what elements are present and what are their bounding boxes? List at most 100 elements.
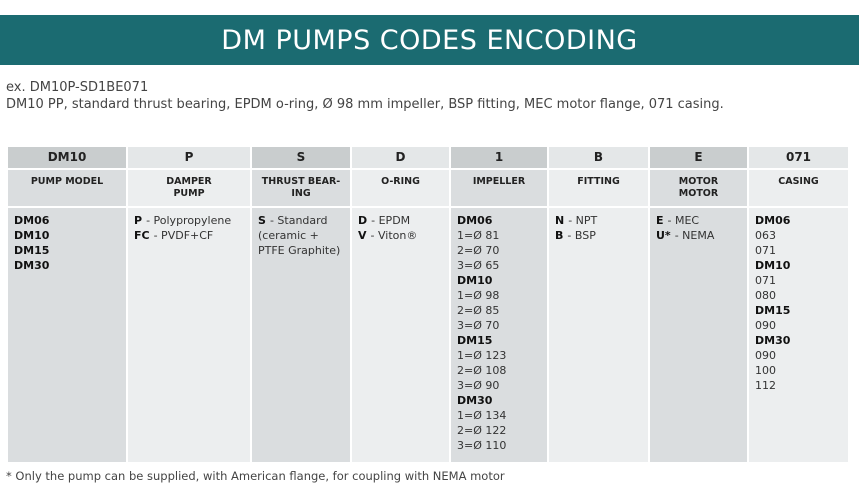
meaning: - Standard bbox=[269, 214, 328, 227]
meaning: 063 bbox=[755, 229, 776, 242]
column-body: P- Polypropylene FC - PVDF+CF bbox=[128, 208, 250, 462]
column-code: B bbox=[549, 147, 648, 168]
meaning: - EPDM bbox=[371, 214, 411, 227]
label-line: ING bbox=[291, 188, 311, 199]
code: DM06 bbox=[755, 214, 791, 227]
body-line: (ceramic + bbox=[258, 228, 350, 243]
meaning: 1=Ø 123 bbox=[457, 349, 507, 362]
body-line: B- BSP bbox=[555, 228, 648, 243]
body-line: 063 bbox=[755, 228, 848, 243]
meaning: - BSP bbox=[567, 229, 596, 242]
label-line: PUMP bbox=[173, 188, 205, 199]
column-label: IMPELLER bbox=[451, 170, 547, 206]
body-line: 3=Ø 65 bbox=[457, 258, 547, 273]
meaning: 071 bbox=[755, 274, 776, 287]
meaning: - MEC bbox=[667, 214, 700, 227]
meaning: 2=Ø 70 bbox=[457, 244, 500, 257]
title: DM PUMPS CODES ENCODING bbox=[221, 25, 638, 56]
body-line: DM15 bbox=[457, 333, 547, 348]
label-line: PUMP MODEL bbox=[30, 176, 104, 187]
meaning: 1=Ø 134 bbox=[457, 409, 507, 422]
body-line: V- Viton® bbox=[358, 228, 449, 243]
code: DM30 bbox=[457, 394, 493, 407]
column-label: THRUST BEAR- ING bbox=[252, 170, 350, 206]
column-code: P bbox=[128, 147, 250, 168]
column-label: O-RING bbox=[352, 170, 449, 206]
body-line: 1=Ø 98 bbox=[457, 288, 547, 303]
meaning: - NPT bbox=[568, 214, 598, 227]
label-line: MOTOR bbox=[678, 176, 719, 187]
body-line: 2=Ø 70 bbox=[457, 243, 547, 258]
body-line: U* - NEMA bbox=[656, 228, 747, 243]
body-line: 3=Ø 90 bbox=[457, 378, 547, 393]
body-line: DM15 bbox=[755, 303, 848, 318]
meaning: 1=Ø 81 bbox=[457, 229, 500, 242]
column-code: 071 bbox=[749, 147, 848, 168]
meaning: 2=Ø 122 bbox=[457, 424, 507, 437]
meaning: PTFE Graphite) bbox=[258, 244, 341, 257]
body-line: DM10 bbox=[14, 228, 126, 243]
code: DM15 bbox=[457, 334, 493, 347]
meaning: 100 bbox=[755, 364, 776, 377]
meaning: 3=Ø 110 bbox=[457, 439, 507, 452]
body-line: DM10 bbox=[457, 273, 547, 288]
meaning: 3=Ø 65 bbox=[457, 259, 500, 272]
body-line: P- Polypropylene bbox=[134, 213, 250, 228]
body-line: 2=Ø 122 bbox=[457, 423, 547, 438]
meaning: (ceramic + bbox=[258, 229, 319, 242]
meaning: 2=Ø 85 bbox=[457, 304, 500, 317]
code: DM10 bbox=[14, 229, 50, 242]
body-line: DM06 bbox=[755, 213, 848, 228]
body-line: DM30 bbox=[755, 333, 848, 348]
meaning: - Viton® bbox=[370, 229, 418, 242]
meaning: 1=Ø 98 bbox=[457, 289, 500, 302]
body-line: 2=Ø 108 bbox=[457, 363, 547, 378]
column-label: DAMPER PUMP bbox=[128, 170, 250, 206]
code: S bbox=[258, 214, 266, 227]
code: DM10 bbox=[755, 259, 791, 272]
body-line: DM10 bbox=[755, 258, 848, 273]
column-label: CASING bbox=[749, 170, 848, 206]
body-line: 1=Ø 123 bbox=[457, 348, 547, 363]
body-line: 080 bbox=[755, 288, 848, 303]
body-line: 3=Ø 70 bbox=[457, 318, 547, 333]
body-line: 112 bbox=[755, 378, 848, 393]
column-body: DM06 1=Ø 81 2=Ø 70 3=Ø 65 DM10 1=Ø 98 2=Ø 85 3=… bbox=[451, 208, 547, 462]
column-body: DM06 063 071 DM10 071 080 DM15 090 DM30 090 100 112 bbox=[749, 208, 848, 462]
body-line: E- MEC bbox=[656, 213, 747, 228]
column-body: N- NPT B - BSP bbox=[549, 208, 648, 462]
meaning: 080 bbox=[755, 289, 776, 302]
body-line: S- Standard bbox=[258, 213, 350, 228]
header-band bbox=[0, 15, 859, 65]
code: FC bbox=[134, 229, 150, 242]
meaning: 090 bbox=[755, 349, 776, 362]
column-body: S- Standard (ceramic + PTFE Graphite) bbox=[252, 208, 350, 462]
body-line: 3=Ø 110 bbox=[457, 438, 547, 453]
meaning: 112 bbox=[755, 379, 776, 392]
label-line: CASING bbox=[778, 176, 819, 187]
body-line: 071 bbox=[755, 243, 848, 258]
code: DM15 bbox=[14, 244, 50, 257]
body-line: 2=Ø 85 bbox=[457, 303, 547, 318]
code: DM10 bbox=[457, 274, 493, 287]
body-line: FC - PVDF+CF bbox=[134, 228, 250, 243]
label-line: MOTOR bbox=[678, 188, 719, 199]
column-body: E- MEC U* - NEMA bbox=[650, 208, 747, 462]
body-line: PTFE Graphite) bbox=[258, 243, 350, 258]
column-label: FITTING bbox=[549, 170, 648, 206]
body-line: DM30 bbox=[457, 393, 547, 408]
body-line: 090 bbox=[755, 348, 848, 363]
code: B bbox=[555, 229, 564, 242]
code: DM30 bbox=[755, 334, 791, 347]
footnote: * Only the pump can be supplied, with Am… bbox=[6, 469, 505, 483]
code: DM30 bbox=[14, 259, 50, 272]
code: E bbox=[656, 214, 664, 227]
body-line: 100 bbox=[755, 363, 848, 378]
column-code: E bbox=[650, 147, 747, 168]
label-line: DAMPER bbox=[166, 176, 212, 187]
label-line: FITTING bbox=[577, 176, 620, 187]
body-line: DM15 bbox=[14, 243, 126, 258]
column-label: MOTOR MOTOR bbox=[650, 170, 747, 206]
meaning: 090 bbox=[755, 319, 776, 332]
